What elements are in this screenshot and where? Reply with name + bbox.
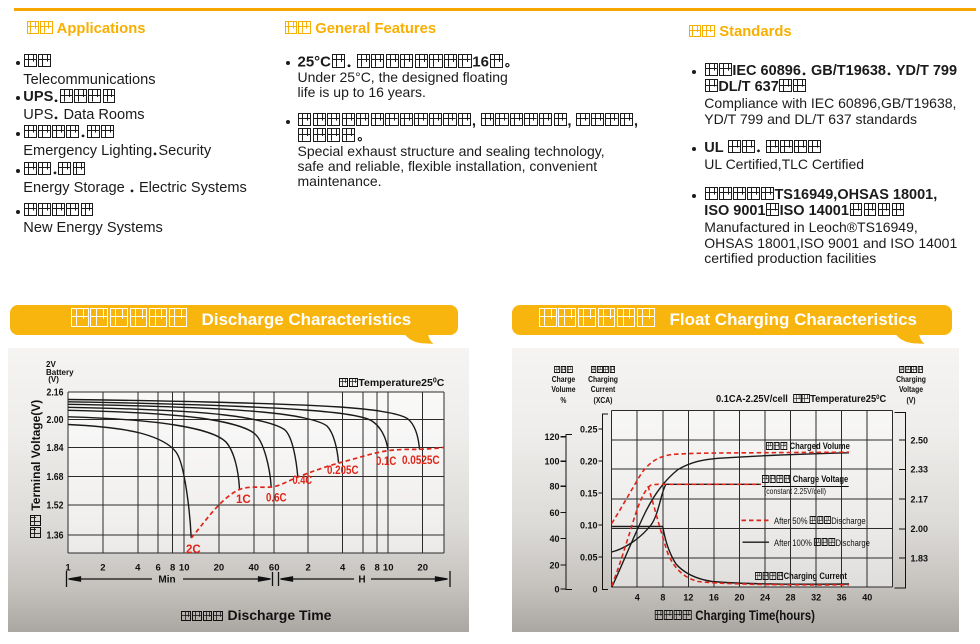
svg-text:1.36: 1.36 <box>47 531 64 542</box>
svg-text:2: 2 <box>306 563 311 574</box>
svg-text:120: 120 <box>544 432 559 442</box>
svg-text:1: 1 <box>65 563 71 574</box>
svg-text:20: 20 <box>417 563 428 574</box>
svg-text:4: 4 <box>340 563 346 574</box>
svg-text:4: 4 <box>635 593 640 603</box>
svg-text:10: 10 <box>179 563 190 574</box>
svg-text:0.6C: 0.6C <box>266 493 287 505</box>
svg-text:6: 6 <box>156 563 161 574</box>
svg-text:0.10: 0.10 <box>580 520 598 530</box>
svg-text:2C: 2C <box>186 544 201 556</box>
svg-text:Min: Min <box>158 575 175 586</box>
svg-text:1.52: 1.52 <box>47 501 64 512</box>
svg-text:0.20: 0.20 <box>580 456 598 466</box>
svg-text:2.00: 2.00 <box>47 415 64 426</box>
svg-text:2.16: 2.16 <box>47 388 64 399</box>
svg-text:0.0525C: 0.0525C <box>402 455 440 467</box>
svg-text:0.205C: 0.205C <box>327 465 359 477</box>
svg-text:1.68: 1.68 <box>47 472 64 483</box>
svg-text:0: 0 <box>592 584 597 594</box>
svg-text:6: 6 <box>360 563 365 574</box>
svg-text:0.1C: 0.1C <box>376 456 396 468</box>
svg-text:2.00: 2.00 <box>911 524 929 534</box>
svg-text:8: 8 <box>170 563 175 574</box>
svg-text:10: 10 <box>383 563 394 574</box>
svg-text:28: 28 <box>786 593 796 603</box>
svg-text:100: 100 <box>544 457 559 467</box>
svg-text:1.83: 1.83 <box>911 553 929 563</box>
svg-text:12: 12 <box>683 593 693 603</box>
svg-text:2.50: 2.50 <box>911 435 929 445</box>
svg-text:40: 40 <box>862 593 872 603</box>
svg-text:40: 40 <box>249 563 260 574</box>
svg-text:80: 80 <box>549 482 559 492</box>
svg-text:1.84: 1.84 <box>47 443 64 454</box>
svg-text:20: 20 <box>549 561 559 571</box>
svg-text:1C: 1C <box>236 494 251 506</box>
svg-text:20: 20 <box>734 593 744 603</box>
svg-text:20: 20 <box>214 563 225 574</box>
svg-text:60: 60 <box>549 508 559 518</box>
svg-text:40: 40 <box>549 534 559 544</box>
svg-text:0.4C: 0.4C <box>293 475 313 487</box>
svg-text:8: 8 <box>660 593 665 603</box>
svg-text:2: 2 <box>100 563 105 574</box>
svg-text:24: 24 <box>760 593 770 603</box>
svg-text:36: 36 <box>837 593 847 603</box>
svg-text:2.33: 2.33 <box>911 465 929 475</box>
svg-text:8: 8 <box>374 563 379 574</box>
svg-text:4: 4 <box>135 563 141 574</box>
svg-text:32: 32 <box>811 593 821 603</box>
svg-text:16: 16 <box>709 593 719 603</box>
svg-text:2.17: 2.17 <box>911 494 929 504</box>
svg-text:60: 60 <box>269 563 280 574</box>
svg-text:0: 0 <box>554 584 559 594</box>
svg-text:0.25: 0.25 <box>580 424 598 434</box>
svg-text:0.15: 0.15 <box>580 488 598 498</box>
svg-text:0.05: 0.05 <box>580 552 598 562</box>
svg-text:H: H <box>358 575 365 586</box>
